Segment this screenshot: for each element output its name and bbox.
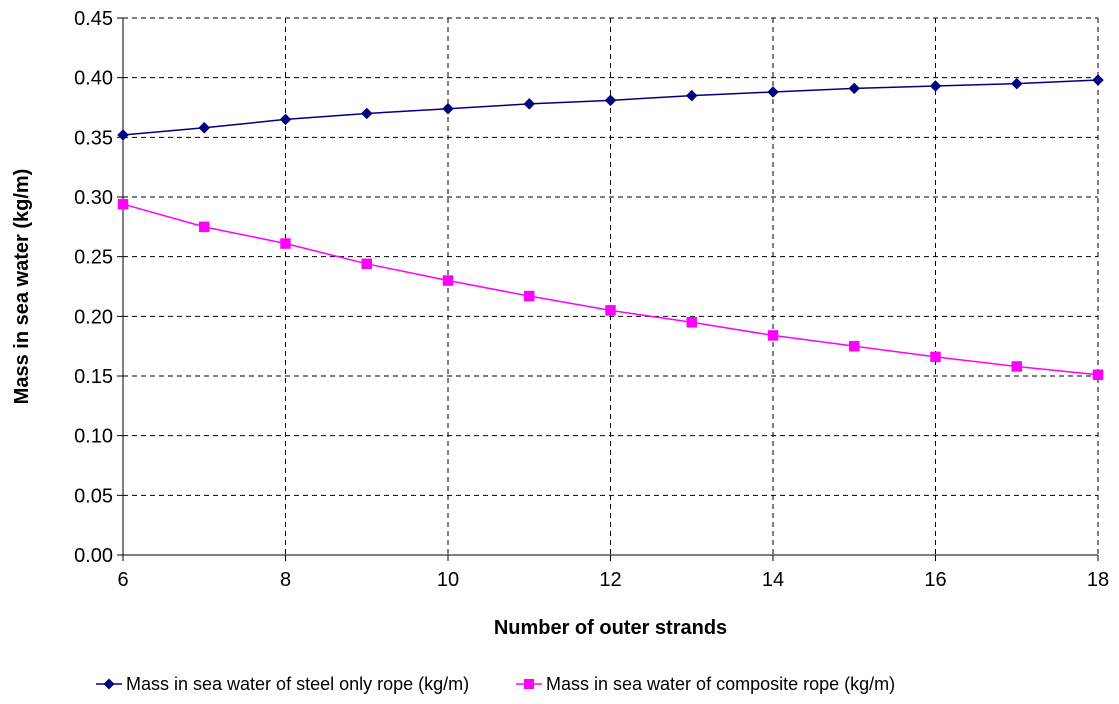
data-point-composite: [1092, 369, 1104, 381]
data-point-steel: [767, 86, 779, 98]
data-point-composite: [1011, 361, 1022, 372]
data-point-steel: [279, 113, 292, 126]
x-tick-label: 12: [599, 569, 621, 591]
y-tick-label: 0.05: [74, 485, 113, 507]
data-point-composite: [686, 317, 697, 328]
x-axis-title: Number of outer strands: [494, 617, 727, 639]
data-point-steel: [1092, 74, 1104, 86]
data-point-composite: [767, 330, 779, 341]
legend-swatch-composite-marker: [524, 679, 534, 689]
y-tick-label: 0.30: [74, 187, 113, 209]
data-point-composite: [199, 221, 210, 233]
data-point-composite: [361, 258, 372, 270]
y-tick-label: 0.10: [74, 426, 113, 448]
data-point-steel: [442, 102, 454, 115]
axes: [117, 17, 1099, 561]
data-point-composite: [849, 340, 860, 352]
data-point-composite: [280, 238, 291, 249]
legend-item-composite: Mass in sea water of composite rope (kg/…: [516, 674, 895, 694]
legend-swatch-steel-marker: [103, 678, 115, 690]
y-tick-label: 0.40: [74, 68, 113, 90]
data-point-steel: [929, 80, 942, 92]
y-tick-label: 0.45: [74, 8, 113, 30]
x-tick-label: 8: [280, 569, 291, 591]
x-tick-label: 16: [924, 569, 946, 591]
data-point-steel: [117, 129, 129, 141]
x-tick-label: 14: [762, 569, 784, 591]
legend: Mass in sea water of steel only rope (kg…: [96, 674, 895, 694]
data-point-composite: [117, 198, 129, 210]
data-point-composite: [442, 275, 454, 286]
data-point-steel: [1010, 77, 1023, 90]
legend-label-steel: Mass in sea water of steel only rope (kg…: [126, 674, 469, 694]
tick-labels: 0.00 0.05 0.10 0.15 0.20 0.25 0.30 0.35 0.40 0.45…: [74, 8, 1109, 591]
y-tick-label: 0.25: [74, 247, 113, 269]
data-point-steel: [604, 94, 617, 107]
grid: [123, 17, 1099, 555]
data-point-steel: [523, 98, 536, 110]
y-axis-title: Mass in sea water (kg/m): [11, 169, 33, 405]
y-tick-label: 0.00: [74, 545, 113, 567]
data-point-composite: [605, 305, 616, 316]
x-tick-label: 10: [437, 569, 459, 591]
data-point-steel: [360, 107, 373, 120]
x-tick-label: 18: [1087, 569, 1109, 591]
data-point-composite: [930, 351, 941, 363]
data-point-composite: [524, 290, 535, 302]
legend-item-steel: Mass in sea water of steel only rope (kg…: [96, 674, 469, 694]
legend-label-composite: Mass in sea water of composite rope (kg/…: [546, 674, 895, 694]
y-tick-label: 0.20: [74, 306, 113, 328]
x-tick-label: 6: [117, 569, 128, 591]
series: [117, 74, 1104, 381]
y-tick-label: 0.15: [74, 366, 113, 388]
data-point-steel: [848, 82, 861, 95]
data-point-steel: [198, 121, 211, 134]
y-tick-label: 0.35: [74, 127, 113, 149]
data-point-steel: [685, 89, 698, 102]
